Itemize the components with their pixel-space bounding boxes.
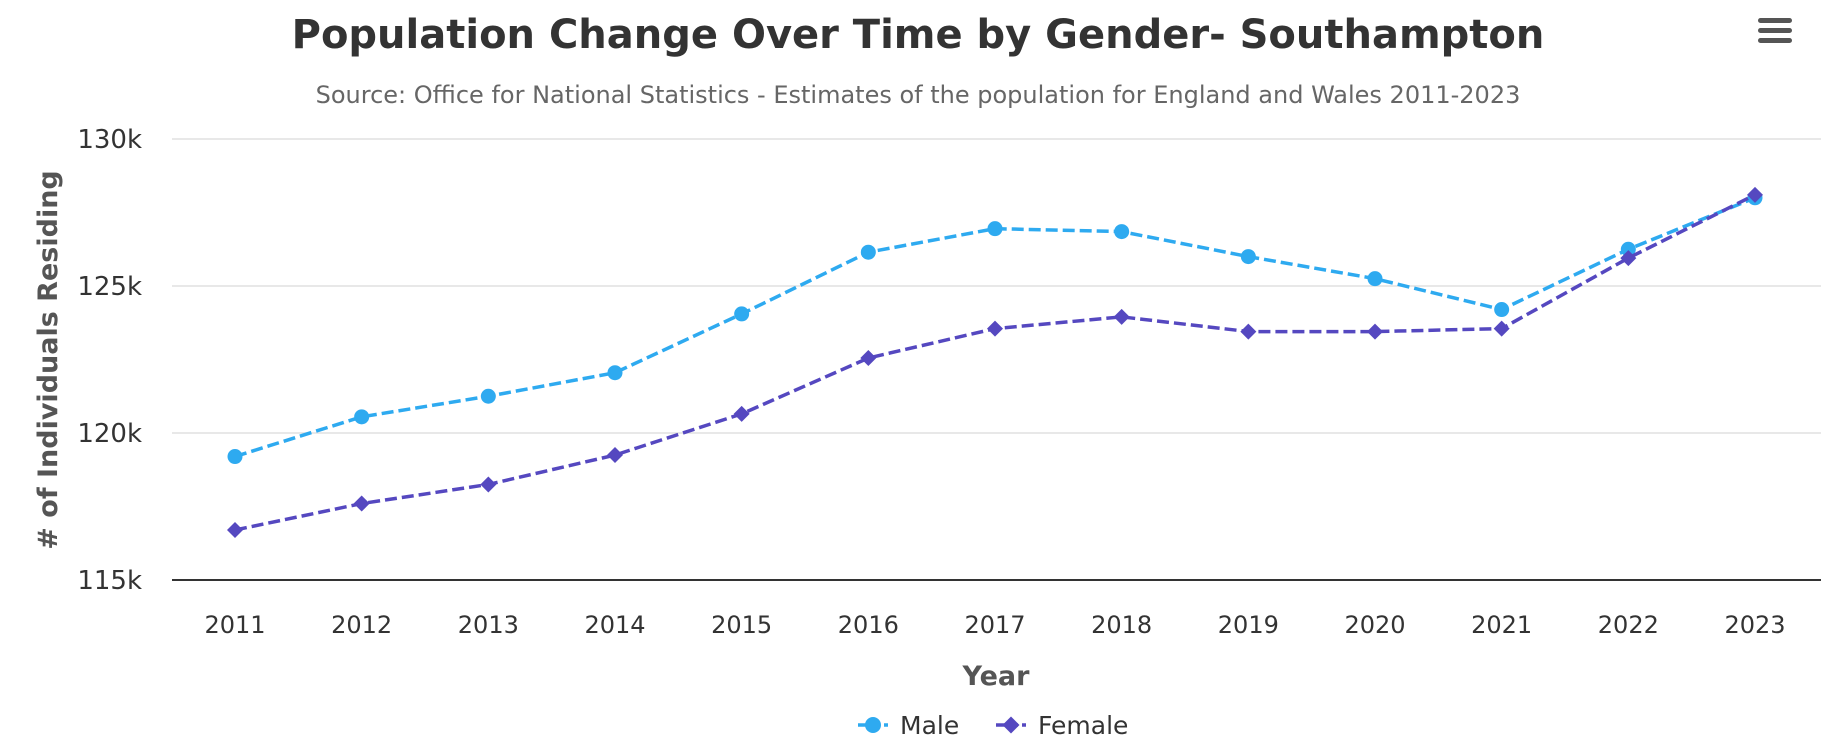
data-point-male [1494,302,1510,318]
legend-label-female: Female [1038,711,1128,740]
data-point-female [1747,186,1763,203]
axes: 115k 120k 125k 130k 2011 2012 2013 2014 2015 2016… [77,125,1821,639]
data-point-male [1240,249,1256,265]
menu-bar [1758,38,1792,43]
chart-title: Population Change Over Time by Gender- S… [292,12,1545,58]
series-line-female [234,193,1756,532]
data-point-male [1114,224,1130,240]
data-point-female [987,320,1003,337]
series-female [227,186,1763,539]
x-tick-label: 2014 [584,611,645,639]
x-tick-label: 2018 [1091,611,1152,639]
data-point-male [227,449,243,465]
legend-marker-male [865,717,881,733]
data-point-male [734,306,750,322]
x-tick-label: 2016 [838,611,899,639]
data-point-male [1367,271,1383,287]
data-point-male [607,365,623,381]
data-point-female [1367,323,1383,340]
x-tick-label: 2017 [964,611,1025,639]
data-point-female [860,350,877,367]
hamburger-menu-icon[interactable] [1758,18,1792,48]
data-point-male [354,409,370,425]
x-tick-label: 2013 [458,611,519,639]
legend-marker-female [1002,716,1020,734]
data-point-female [1240,323,1257,340]
menu-bar [1758,28,1792,33]
data-point-male [480,388,496,404]
data-point-female [227,522,243,539]
y-tick-label: 120k [77,419,142,449]
data-point-female [353,495,370,512]
y-tick-label: 125k [77,272,142,302]
x-tick-label: 2023 [1724,611,1785,639]
data-point-female [607,447,623,464]
data-point-male [987,221,1003,237]
legend-item-male: Male [858,711,959,740]
legend: Male Female [858,711,1128,740]
y-tick-label: 115k [77,566,142,596]
data-point-female [1493,320,1510,337]
x-tick-label: 2011 [204,611,265,639]
series-male [227,190,1763,465]
data-point-female [480,476,497,493]
y-axis-title: # of Individuals Residing [33,170,64,549]
chart-subtitle: Source: Office for National Statistics -… [316,81,1521,109]
data-point-female [1620,250,1637,267]
x-tick-label: 2021 [1471,611,1532,639]
legend-item-female: Female [996,711,1128,740]
data-point-male [860,244,876,260]
x-axis-title: Year [962,661,1031,692]
x-tick-label: 2012 [331,611,392,639]
x-tick-label: 2022 [1598,611,1659,639]
x-tick-label: 2020 [1344,611,1405,639]
y-tick-label: 130k [77,125,142,155]
series-layer [227,186,1763,539]
data-point-male [1620,241,1636,257]
legend-label-male: Male [900,711,959,740]
x-tick-label: 2015 [711,611,772,639]
menu-bar [1758,18,1792,23]
data-point-female [733,405,750,422]
data-point-female [1113,308,1130,325]
gridlines [172,138,1821,434]
x-tick-label: 2019 [1218,611,1279,639]
